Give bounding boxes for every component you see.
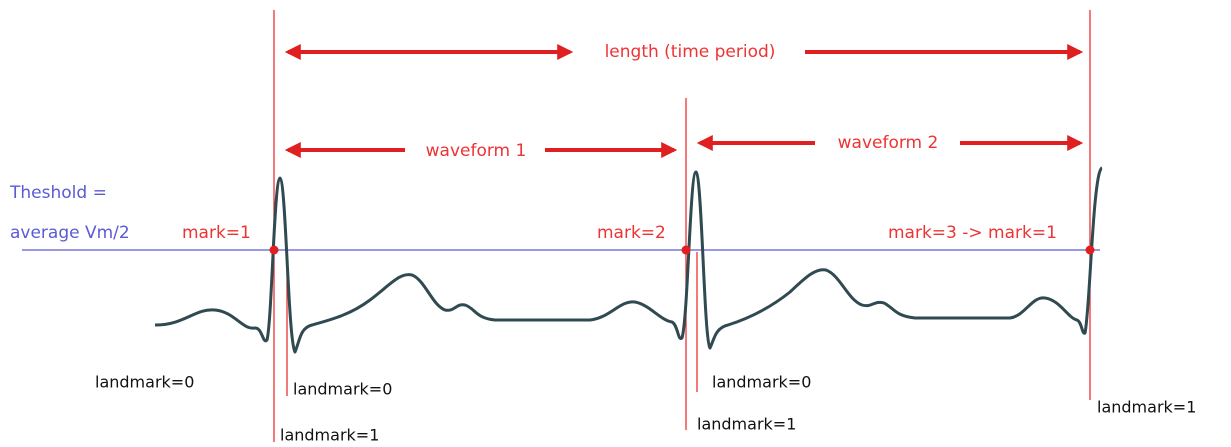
waveform-label: waveform 1 [426,141,527,161]
landmark-label: landmark=1 [280,426,379,445]
threshold-label: Theshold = [9,183,107,203]
threshold-crossings [269,245,1095,255]
threshold-label: average Vm/2 [10,223,130,243]
mark-label: mark=1 [182,223,251,243]
landmark-label: landmark=0 [293,380,392,399]
waveform-label: waveform 2 [838,133,939,153]
arrows [284,44,1084,158]
landmark-label: landmark=1 [1097,398,1196,417]
landmark-label: landmark=1 [697,415,796,434]
ecg-waveform [154,166,1104,354]
landmark-label: landmark=0 [712,373,811,392]
mark-label: mark=3 -> mark=1 [888,223,1057,243]
mark-label: mark=2 [597,223,666,243]
length-label: length (time period) [605,42,776,62]
landmark-label: landmark=0 [95,373,194,392]
